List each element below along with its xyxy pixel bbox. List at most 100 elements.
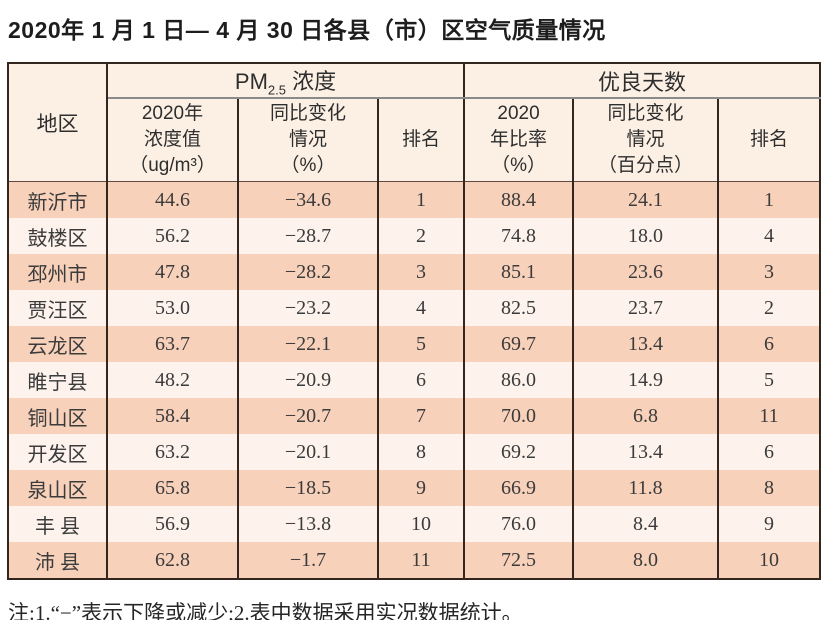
cell-gd-rank: 6: [717, 326, 822, 363]
cell-region: 贾汪区: [7, 290, 108, 327]
cell-gd-rank: 9: [717, 506, 822, 543]
cell-gd-change: 6.8: [572, 398, 720, 435]
pm25-label-suffix: 浓度: [285, 69, 337, 94]
cell-pm-rank: 2: [376, 218, 466, 255]
footnote: 注:1.“−”表示下降或减少;2.表中数据采用实况数据统计。: [8, 601, 523, 620]
cell-pm-change: −23.2: [237, 290, 379, 327]
cell-pm-rank: 6: [376, 362, 466, 399]
table-body: 新沂市 44.6 −34.6 1 88.4 24.1 1 鼓楼区 56.2 −2…: [7, 181, 822, 580]
cell-gd-rank: 1: [717, 181, 822, 219]
cell-pm-rank: 9: [376, 470, 466, 507]
cell-pm-change: −28.7: [237, 218, 379, 255]
cell-gd-rank: 6: [717, 434, 822, 471]
cell-pm-change: −34.6: [237, 181, 379, 219]
cell-pm-value: 63.2: [106, 434, 239, 471]
cell-gd-ratio: 88.4: [463, 181, 575, 219]
cell-pm-rank: 4: [376, 290, 466, 327]
header-region: 地区: [7, 63, 108, 183]
pm25-label-prefix: PM: [234, 69, 268, 94]
cell-pm-rank: 1: [376, 181, 466, 219]
cell-region: 泉山区: [7, 470, 108, 507]
cell-gd-ratio: 74.8: [463, 218, 575, 255]
cell-region: 邳州市: [7, 254, 108, 291]
cell-gd-ratio: 69.7: [463, 326, 575, 363]
cell-pm-change: −20.7: [237, 398, 379, 435]
cell-region: 新沂市: [7, 181, 108, 219]
cell-gd-change: 14.9: [572, 362, 720, 399]
cell-pm-rank: 5: [376, 326, 466, 363]
cell-gd-ratio: 76.0: [463, 506, 575, 543]
cell-region: 睢宁县: [7, 362, 108, 399]
cell-gd-change: 23.7: [572, 290, 720, 327]
cell-gd-change: 8.4: [572, 506, 720, 543]
table-row: 邳州市 47.8 −28.2 3 85.1 23.6 3: [7, 254, 822, 291]
cell-pm-value: 58.4: [106, 398, 239, 435]
cell-gd-ratio: 69.2: [463, 434, 575, 471]
cell-region: 铜山区: [7, 398, 108, 435]
cell-pm-value: 53.0: [106, 290, 239, 327]
cell-region: 沛 县: [7, 542, 108, 580]
table-row: 云龙区 63.7 −22.1 5 69.7 13.4 6: [7, 326, 822, 363]
page-title: 2020年 1 月 1 日— 4 月 30 日各县（市）区空气质量情况: [8, 17, 606, 43]
table-row: 鼓楼区 56.2 −28.7 2 74.8 18.0 4: [7, 218, 822, 255]
sub-header-row: 2020年 浓度值 （ug/m³） 同比变化 情况 （%） 排名 2020 年比…: [8, 98, 822, 183]
table-row: 贾汪区 53.0 −23.2 4 82.5 23.7 2: [7, 290, 822, 327]
cell-gd-rank: 8: [717, 470, 822, 507]
cell-pm-change: −18.5: [237, 470, 379, 507]
cell-region: 鼓楼区: [7, 218, 108, 255]
cell-pm-value: 56.2: [106, 218, 239, 255]
cell-pm-change: −20.9: [237, 362, 379, 399]
cell-pm-rank: 7: [376, 398, 466, 435]
header-pm-change: 同比变化 情况 （%）: [237, 98, 379, 183]
cell-gd-rank: 4: [717, 218, 822, 255]
table-row: 开发区 63.2 −20.1 8 69.2 13.4 6: [7, 434, 822, 471]
header-gd-change: 同比变化 情况 （百分点）: [572, 98, 720, 183]
header-pm-value: 2020年 浓度值 （ug/m³）: [106, 98, 239, 183]
cell-pm-change: −20.1: [237, 434, 379, 471]
cell-gd-change: 23.6: [572, 254, 720, 291]
cell-pm-change: −28.2: [237, 254, 379, 291]
air-quality-table: 地区 PM2.5 浓度 优良天数 2020年 浓度值 （ug/m³） 同比变化 …: [7, 62, 822, 581]
cell-gd-rank: 10: [717, 542, 822, 580]
cell-gd-ratio: 86.0: [463, 362, 575, 399]
cell-gd-change: 13.4: [572, 434, 720, 471]
cell-gd-ratio: 70.0: [463, 398, 575, 435]
cell-gd-ratio: 85.1: [463, 254, 575, 291]
table-row: 新沂市 44.6 −34.6 1 88.4 24.1 1: [7, 181, 822, 219]
cell-pm-rank: 10: [376, 506, 466, 543]
cell-pm-value: 62.8: [106, 542, 239, 580]
cell-pm-value: 56.9: [106, 506, 239, 543]
cell-region: 开发区: [7, 434, 108, 471]
cell-gd-ratio: 72.5: [463, 542, 575, 580]
cell-pm-rank: 8: [376, 434, 466, 471]
cell-gd-rank: 5: [717, 362, 822, 399]
table-row: 睢宁县 48.2 −20.9 6 86.0 14.9 5: [7, 362, 822, 399]
cell-gd-rank: 3: [717, 254, 822, 291]
header-good-days-group: 优良天数: [463, 63, 822, 100]
header-gd-rank: 排名: [717, 98, 822, 183]
table-row: 丰 县 56.9 −13.8 10 76.0 8.4 9: [7, 506, 822, 543]
header-gd-ratio: 2020 年比率 （%）: [463, 98, 575, 183]
cell-pm-change: −13.8: [237, 506, 379, 543]
cell-pm-rank: 11: [376, 542, 466, 580]
cell-gd-rank: 11: [717, 398, 822, 435]
header-pm25-group: PM2.5 浓度: [105, 63, 466, 100]
group-header-row: 地区 PM2.5 浓度 优良天数: [7, 63, 822, 183]
cell-pm-rank: 3: [376, 254, 466, 291]
cell-gd-change: 18.0: [572, 218, 720, 255]
cell-gd-ratio: 82.5: [463, 290, 575, 327]
cell-gd-ratio: 66.9: [463, 470, 575, 507]
cell-gd-change: 24.1: [572, 181, 720, 219]
table-header: 地区 PM2.5 浓度 优良天数 2020年 浓度值 （ug/m³） 同比变化 …: [7, 63, 822, 183]
cell-pm-value: 63.7: [106, 326, 239, 363]
cell-pm-value: 47.8: [106, 254, 239, 291]
header-pm-rank: 排名: [376, 98, 466, 183]
cell-pm-change: −22.1: [237, 326, 379, 363]
table-row: 泉山区 65.8 −18.5 9 66.9 11.8 8: [7, 470, 822, 507]
table-row: 铜山区 58.4 −20.7 7 70.0 6.8 11: [7, 398, 822, 435]
cell-gd-rank: 2: [717, 290, 822, 327]
cell-pm-value: 44.6: [106, 181, 239, 219]
cell-gd-change: 13.4: [572, 326, 720, 363]
cell-region: 云龙区: [7, 326, 108, 363]
